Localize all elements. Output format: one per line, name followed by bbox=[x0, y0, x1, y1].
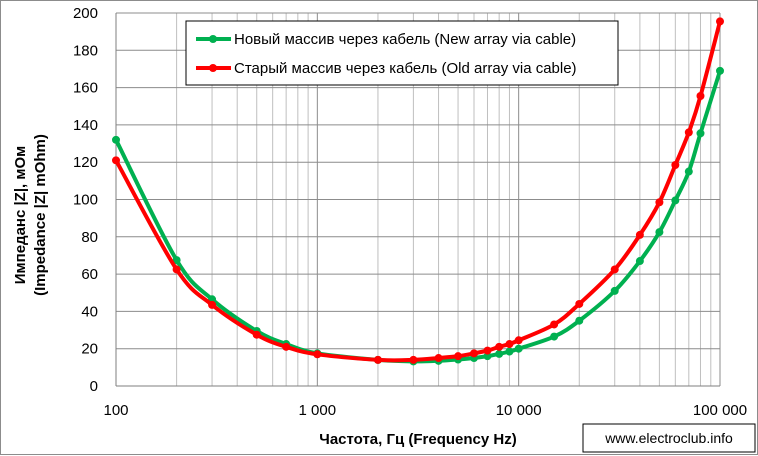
series-line bbox=[114, 70, 722, 364]
data-point bbox=[483, 352, 492, 361]
data-point bbox=[409, 355, 418, 364]
y-tick-label: 200 bbox=[73, 5, 98, 22]
data-point bbox=[696, 91, 705, 100]
y-tick-label: 80 bbox=[81, 229, 98, 246]
data-point bbox=[575, 299, 584, 308]
data-point bbox=[252, 330, 261, 339]
tick-labels: 0 20 40 60 80 100 120 140 160 180 200 100 1 000 10 00… bbox=[73, 5, 747, 419]
data-point bbox=[635, 230, 644, 239]
data-point bbox=[434, 354, 443, 363]
y-axis-title: Импеданс |Z|, мОм (Impedance |Z| mOhm) bbox=[12, 134, 49, 296]
legend-label: Старый массив через кабель (Old array vi… bbox=[234, 60, 577, 77]
data-point bbox=[505, 340, 514, 349]
y-tick-label: 120 bbox=[73, 154, 98, 171]
data-point bbox=[635, 257, 644, 266]
watermark-box bbox=[582, 423, 756, 453]
data-point bbox=[575, 316, 584, 325]
series-1 bbox=[112, 17, 724, 364]
x-tick-label: 100 000 bbox=[693, 402, 747, 419]
data-point bbox=[470, 349, 479, 358]
x-tick-label: 10 000 bbox=[496, 402, 542, 419]
data-point bbox=[495, 342, 504, 351]
data-point bbox=[684, 128, 693, 137]
data-point bbox=[550, 332, 559, 341]
legend: Новый массив через кабель (New array via… bbox=[185, 20, 619, 86]
legend-label: Новый массив через кабель (New array via… bbox=[234, 31, 576, 48]
data-point bbox=[282, 342, 291, 351]
data-point bbox=[172, 256, 181, 265]
y-tick-label: 20 bbox=[81, 341, 98, 358]
data-point bbox=[112, 156, 120, 165]
data-point bbox=[655, 228, 664, 237]
data-point bbox=[671, 160, 680, 169]
data-point bbox=[514, 344, 523, 353]
y-tick-label: 60 bbox=[81, 266, 98, 283]
series-0 bbox=[112, 66, 724, 366]
y-tick-label: 0 bbox=[90, 378, 98, 395]
data-point bbox=[454, 352, 463, 361]
data-point bbox=[671, 196, 680, 205]
legend-entry: Старый массив через кабель (Old array vi… bbox=[196, 60, 577, 77]
legend-entry: Новый массив через кабель (New array via… bbox=[196, 31, 576, 48]
data-point bbox=[313, 350, 322, 359]
data-point bbox=[514, 336, 523, 345]
watermark-text: www.electroclub.info bbox=[604, 430, 733, 446]
data-point bbox=[550, 320, 559, 329]
data-point bbox=[696, 129, 705, 138]
y-axis-title-line1: Импеданс |Z|, мОм bbox=[12, 146, 29, 284]
data-point bbox=[610, 265, 619, 274]
data-point bbox=[208, 300, 217, 309]
data-point bbox=[505, 347, 514, 356]
data-point bbox=[495, 349, 504, 358]
data-point bbox=[172, 265, 181, 274]
legend-box bbox=[185, 20, 619, 86]
axes bbox=[115, 13, 720, 387]
legend-marker bbox=[209, 64, 217, 72]
legend-marker bbox=[209, 35, 217, 43]
watermark: www.electroclub.info bbox=[582, 423, 756, 453]
data-point bbox=[716, 66, 724, 75]
data-point bbox=[655, 198, 664, 207]
x-tick-label: 1 000 bbox=[299, 402, 337, 419]
y-tick-label: 100 bbox=[73, 192, 98, 209]
y-tick-label: 180 bbox=[73, 42, 98, 59]
data-point bbox=[112, 135, 120, 144]
series bbox=[112, 17, 724, 366]
x-tick-label: 100 bbox=[103, 402, 128, 419]
data-point bbox=[373, 355, 382, 364]
data-point bbox=[610, 286, 619, 295]
y-axis-title-line2: (Impedance |Z| mOhm) bbox=[32, 134, 49, 296]
data-point bbox=[483, 346, 492, 355]
data-point bbox=[684, 167, 693, 176]
x-axis-title: Частота, Гц (Frequency Hz) bbox=[319, 431, 516, 448]
y-tick-label: 40 bbox=[81, 303, 98, 320]
y-tick-label: 160 bbox=[73, 80, 98, 97]
data-point bbox=[716, 17, 724, 26]
y-tick-label: 140 bbox=[73, 117, 98, 134]
